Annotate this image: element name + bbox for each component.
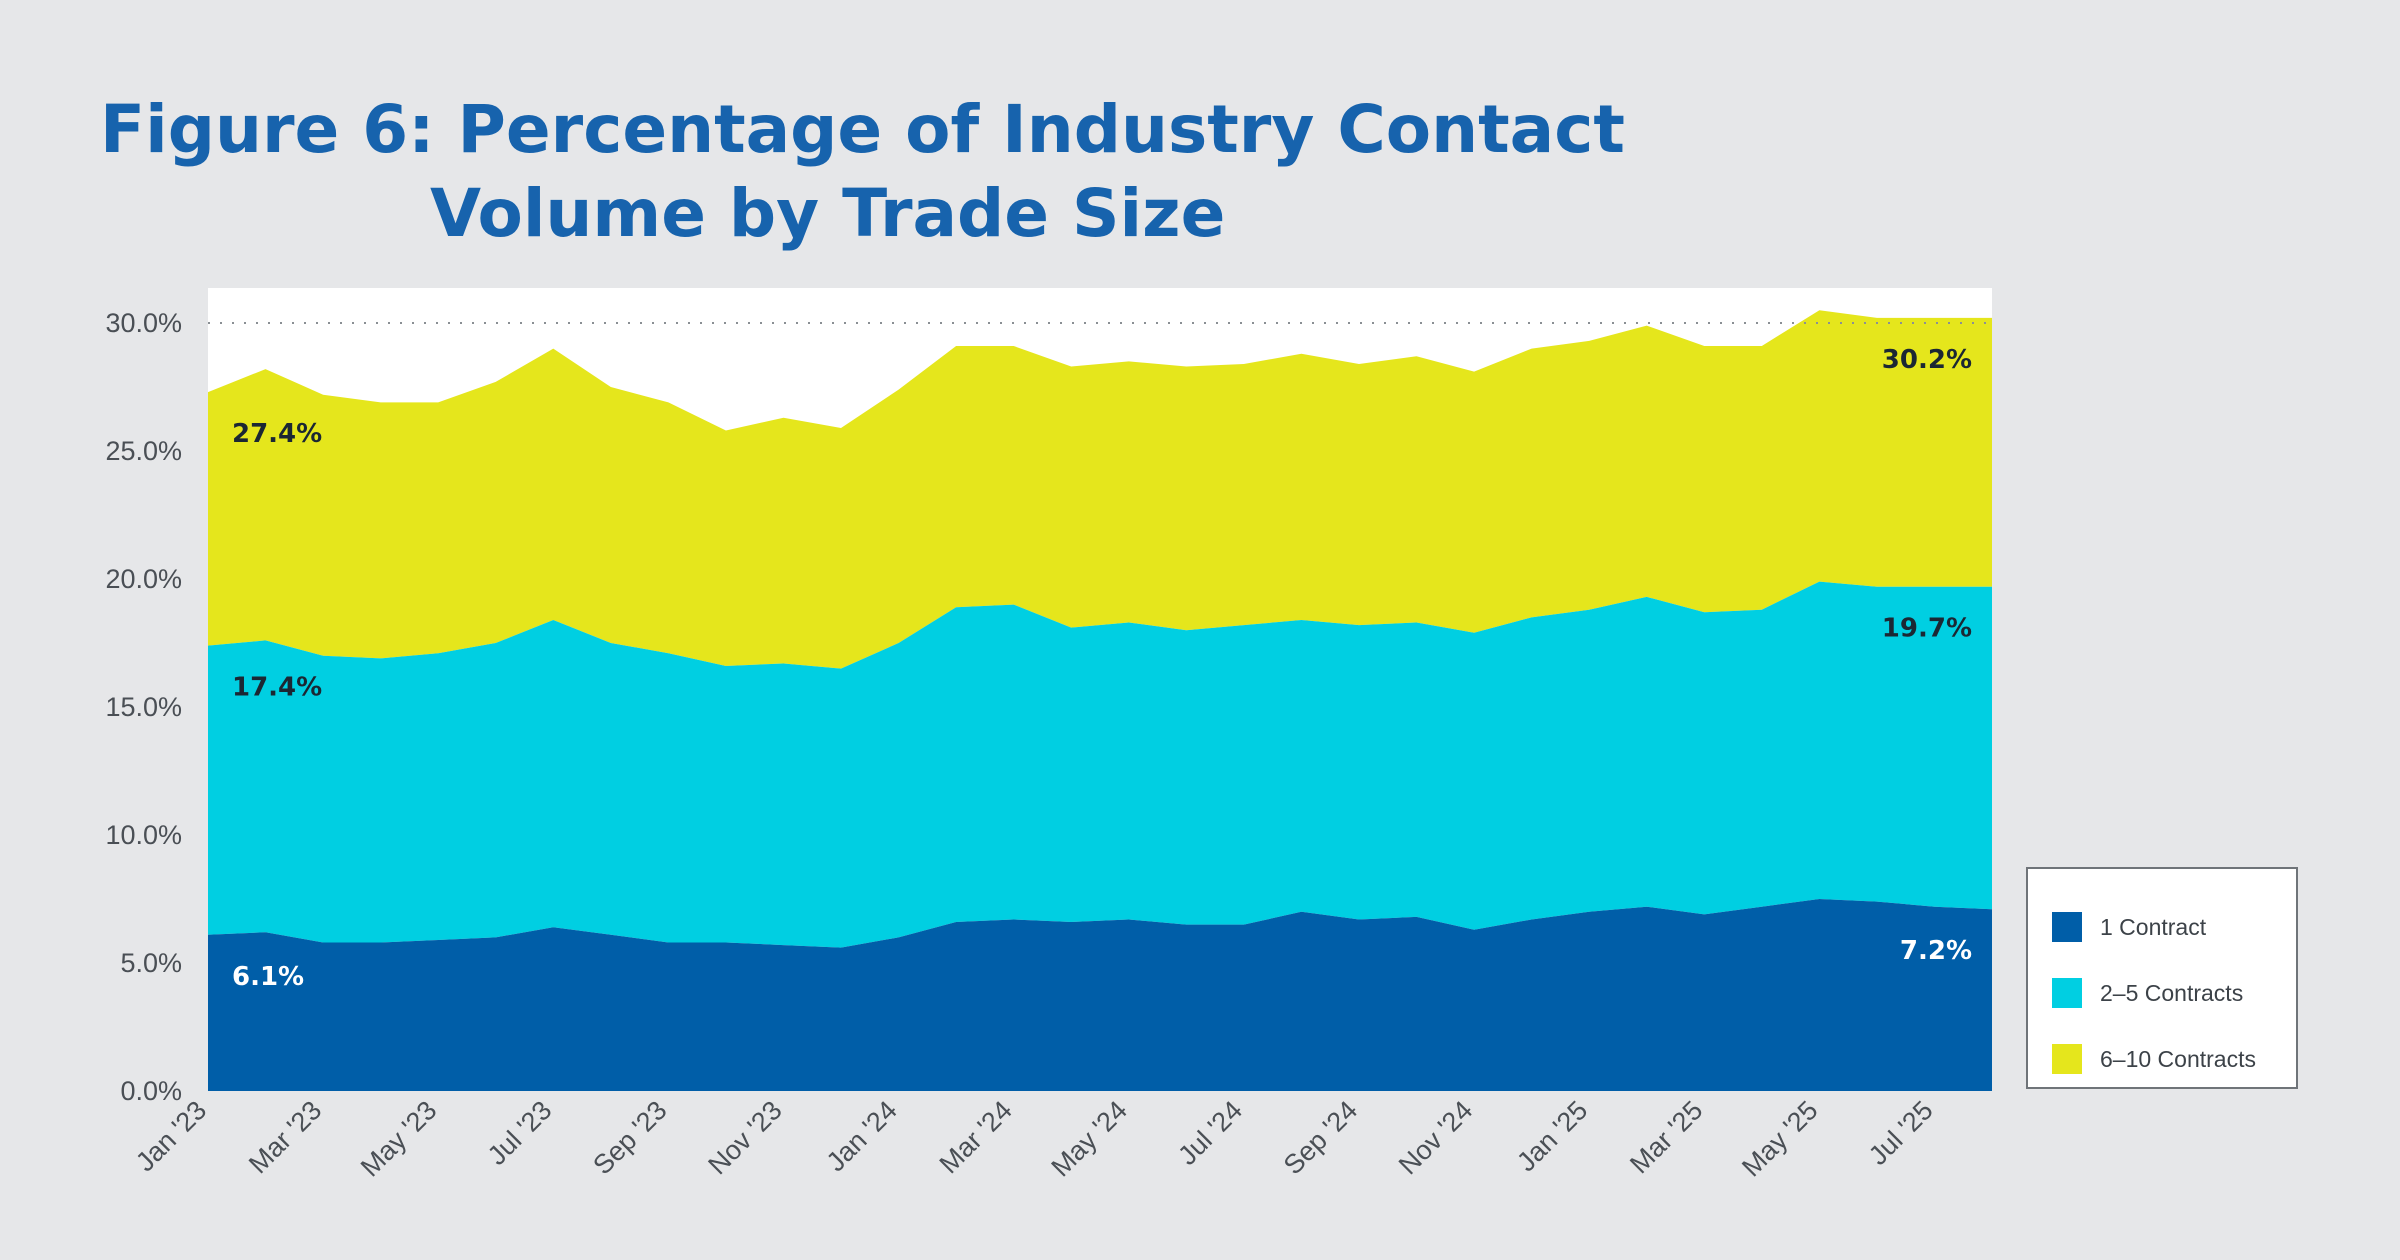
legend-swatch-6-10-contracts	[2052, 1044, 2082, 1074]
x-tick-label: Jan '25	[1511, 1095, 1593, 1177]
data-label-1-contract-end: 7.2%	[1900, 936, 1972, 966]
areas-layer	[208, 310, 1992, 1091]
data-label-1-contract-start: 6.1%	[232, 962, 304, 992]
x-tick-label: Sep '24	[1278, 1095, 1363, 1180]
x-tick-label: Sep '23	[587, 1095, 672, 1180]
x-tick-label: Jul '24	[1172, 1095, 1248, 1171]
x-axis: Jan '23 Mar '23 May '23 Jul '23 Sep '23 Nov '…	[130, 1095, 1939, 1182]
y-tick-label: 20.0%	[105, 564, 182, 594]
area-1-contract	[208, 899, 1992, 1091]
x-tick-label: Jul '25	[1863, 1095, 1939, 1171]
x-tick-label: May '25	[1736, 1095, 1823, 1182]
x-tick-label: Mar '24	[934, 1095, 1018, 1179]
y-tick-label: 5.0%	[120, 948, 182, 978]
y-tick-label: 25.0%	[105, 436, 182, 466]
data-label-6-10-contracts-end: 30.2%	[1882, 345, 1972, 375]
legend-item-2-5-contracts: 2–5 Contracts	[2052, 978, 2243, 1008]
x-tick-label: Jan '24	[821, 1095, 903, 1177]
chart-title-line-2: Volume by Trade Size	[430, 175, 1226, 252]
data-label-6-10-contracts-start: 27.4%	[232, 419, 322, 449]
y-tick-label: 30.0%	[105, 308, 182, 338]
area-6-10-contracts	[208, 310, 1992, 669]
legend-item-6-10-contracts: 6–10 Contracts	[2052, 1044, 2256, 1074]
y-axis: 0.0% 5.0% 10.0% 15.0% 20.0% 25.0% 30.0%	[105, 308, 182, 1106]
legend-label-1-contract: 1 Contract	[2100, 913, 2207, 940]
y-tick-label: 10.0%	[105, 820, 182, 850]
x-tick-label: Mar '25	[1624, 1095, 1708, 1179]
data-labels: 6.1% 7.2% 17.4% 19.7% 27.4% 30.2%	[232, 345, 1972, 992]
y-tick-label: 15.0%	[105, 692, 182, 722]
x-tick-label: Mar '23	[243, 1095, 327, 1179]
legend-swatch-2-5-contracts	[2052, 978, 2082, 1008]
x-tick-label: Nov '23	[702, 1095, 787, 1180]
x-tick-label: Nov '24	[1393, 1095, 1478, 1180]
legend-label-2-5-contracts: 2–5 Contracts	[2100, 979, 2244, 1006]
chart-title-line-1: Figure 6: Percentage of Industry Contact	[100, 91, 1625, 168]
data-label-2-5-contracts-end: 19.7%	[1882, 614, 1972, 644]
legend: 1 Contract 2–5 Contracts 6–10 Contracts	[2026, 867, 2298, 1089]
legend-swatch-1-contract	[2052, 912, 2082, 942]
legend-label-6-10-contracts: 6–10 Contracts	[2100, 1045, 2256, 1072]
legend-item-1-contract: 1 Contract	[2052, 912, 2206, 942]
y-tick-label: 0.0%	[120, 1076, 182, 1106]
data-label-2-5-contracts-start: 17.4%	[232, 673, 322, 703]
x-tick-label: May '24	[1046, 1095, 1133, 1182]
area-2-5-contracts	[208, 581, 1992, 948]
x-tick-label: Jan '23	[130, 1095, 212, 1177]
x-tick-label: May '23	[355, 1095, 442, 1182]
x-tick-label: Jul '23	[482, 1095, 558, 1171]
